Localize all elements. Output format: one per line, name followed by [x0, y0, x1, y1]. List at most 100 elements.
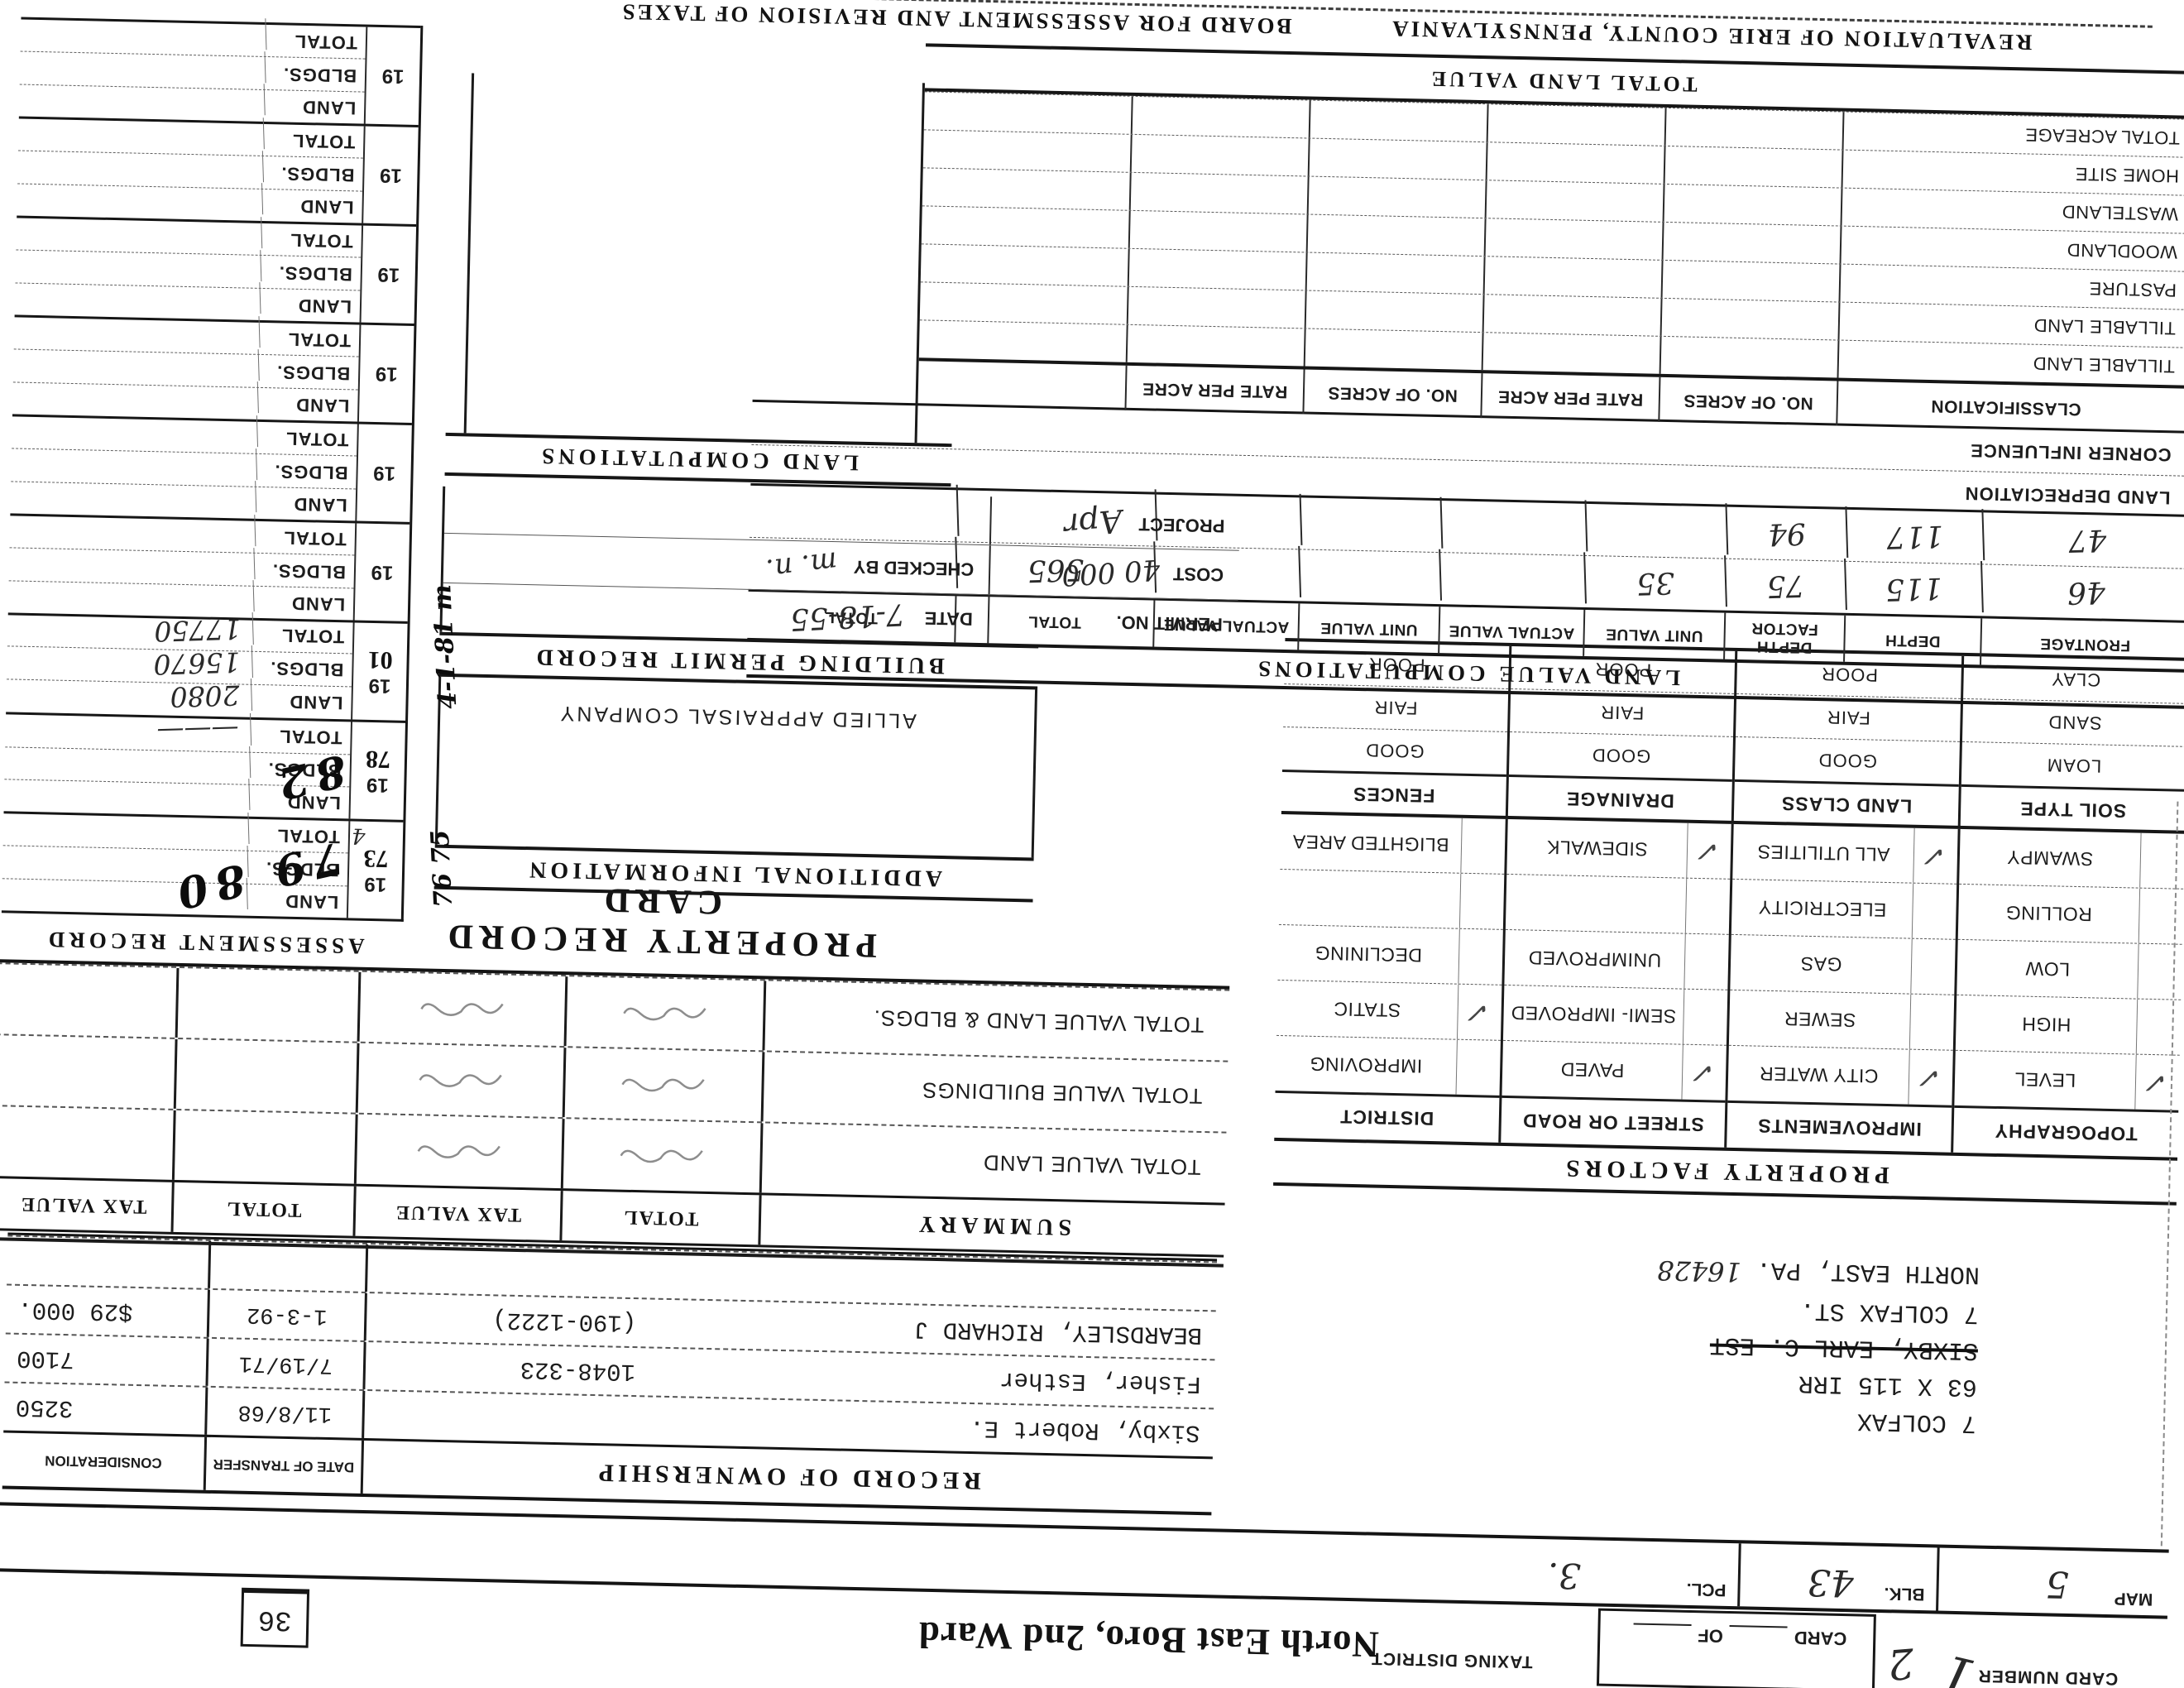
map-value: 5: [2045, 1562, 2070, 1605]
assessment-year-block: 19 73 4 LAND BLDGS. TOTAL 79 80 76 75: [1, 811, 458, 920]
permit-no-label: PERMIT NO.: [1116, 612, 1224, 635]
classification-empty-cell: [1663, 222, 1842, 264]
summary-total-cell: [566, 976, 767, 1051]
factor-label: STATIC: [1333, 998, 1401, 1022]
year-suffix: 78: [365, 746, 391, 774]
summary-taxvalue2-cell: [0, 1106, 176, 1180]
soil-col-header: LAND CLASS: [1734, 779, 1960, 828]
assessment-value: [14, 281, 261, 322]
factor-row: BLIGHTED AREA: [1280, 814, 1506, 874]
assessment-row-label: BLDGS.: [271, 559, 347, 583]
summary-taxvalue-cell: [359, 971, 568, 1047]
factor-group-topography: TOPOGRAPHY ✓ LEVEL HIGH LOW ROLLING SWAM…: [1953, 829, 2184, 1158]
assessment-year-cell: 19 73 4: [346, 821, 404, 919]
classification-empty-cell: [1310, 100, 1489, 142]
pencil-check: [2138, 888, 2184, 944]
assessment-row-label: BLDGS.: [278, 261, 353, 285]
assessment-rows: LAND 2080 BLDGS. 15670 TOTAL 17750: [6, 612, 352, 720]
lvc-handwritten-value: 75: [1726, 559, 1847, 614]
year-prefix: 19: [375, 362, 398, 386]
pencil-check: ✓: [1456, 984, 1502, 1040]
classification-col-header: RATE PER ACRE: [1482, 373, 1661, 422]
assessment-rows: LAND BLDGS. TOTAL: [14, 217, 362, 323]
lvc-handwritten-value: 94: [1727, 506, 1849, 562]
lvc-col-header: DEPTH: [1845, 615, 1983, 665]
summary-row: TOTAL VALUE LAND: [0, 1105, 1227, 1203]
classification-empty-cell: [1307, 214, 1487, 257]
factor-row: UNIMPROVED: [1504, 928, 1730, 990]
classification-col-header: RATE PER ACRE: [1126, 365, 1305, 415]
factor-row: SEMI- IMPROVED: [1502, 984, 1728, 1045]
soil-col-header: DRAINAGE: [1507, 774, 1733, 823]
classification-empty-cell: [1128, 286, 1307, 328]
factor-label: LOW: [2024, 958, 2071, 981]
summary-taxvalue2-cell: [0, 1035, 178, 1109]
lvc-handwritten-value: [1441, 500, 1588, 556]
factor-group-improvements: IMPROVEMENTS ✓ CITY WATER SEWER GAS ELEC…: [1727, 823, 1961, 1153]
transfer-date: [210, 1240, 369, 1292]
assessment-value: [10, 480, 257, 520]
factor-label: SWAMPY: [2006, 846, 2094, 870]
permit-cost-value: 40 000: [1060, 553, 1161, 592]
appraisal-company: ALLIED APPRAISAL COMPANY: [558, 701, 917, 733]
factor-row: ROLLING: [1957, 883, 2184, 944]
assessment-rows: LAND BLDGS. TOTAL: [10, 415, 357, 521]
assessment-year-cell: 19: [357, 324, 414, 423]
assessment-row-label: BLDGS.: [275, 361, 351, 384]
assessment-row-label: TOTAL: [290, 229, 353, 252]
classification-rows: TILLABLE LAND TILLABLE LAND PASTURE WOOD…: [918, 91, 2184, 386]
soil-cell: LOAM: [1961, 741, 2184, 789]
soil-cell: GOOD: [1735, 736, 1961, 784]
pencil-scribble: [621, 1078, 706, 1092]
classification-row-label: TILLABLE LAND: [2033, 315, 2177, 339]
lvc-col-header: UNIT VALUE: [1584, 609, 1727, 659]
corner-influence-label: CORNER INFLUENCE: [1970, 440, 2172, 466]
card-of-blank-2: [1633, 1623, 1692, 1627]
classification-empty-cell: [919, 282, 1129, 324]
classification-empty-cell: [1127, 324, 1306, 367]
summary-total2-col: TOTAL: [173, 1182, 357, 1236]
classification-empty-cell: [1487, 104, 1667, 146]
card-of-card-label: CARD: [1794, 1627, 1847, 1650]
factor-row: GAS: [1730, 933, 1956, 995]
checked-by-value: m. n.: [764, 544, 839, 587]
pencil-scribble: [419, 1074, 503, 1087]
factor-label: UNIMPROVED: [1528, 947, 1662, 972]
summary-row-label: TOTAL VALUE BUILDINGS: [921, 1078, 1203, 1110]
classification-empty-cell: [1305, 328, 1484, 371]
summary-title: SUMMARY: [913, 1211, 1072, 1240]
transfer-date: 11/8/68: [207, 1387, 366, 1438]
pencil-check: ✓: [2134, 1054, 2180, 1110]
pencil-scribble: [418, 1145, 501, 1158]
factor-group-header: DISTRICT: [1274, 1090, 1500, 1143]
map-cell: MAP 5: [1936, 1547, 2169, 1616]
lvc-handwritten-value: 47: [2067, 522, 2107, 559]
project-label: PROJECT: [1138, 514, 1225, 537]
assessment-year-cell: 19: [359, 225, 417, 324]
pencil-check: [1458, 873, 1505, 929]
map-label: MAP: [2114, 1589, 2153, 1609]
pencil-check: ✓: [1686, 822, 1732, 879]
factor-group-header: IMPROVEMENTS: [1727, 1100, 1952, 1153]
blk-label: BLK.: [1884, 1584, 1925, 1604]
consideration-header: CONSIDERATION: [2, 1432, 208, 1490]
assessment-year-cell: 19: [362, 126, 419, 225]
pencil-check: [1910, 938, 1956, 995]
classification-empty-cell: [921, 206, 1131, 248]
project-value: Apr: [1062, 502, 1124, 544]
lvc-col-header: DEPTH FACTOR: [1725, 612, 1846, 662]
deed-book-page: (190-1222): [491, 1306, 637, 1337]
factor-row: LOW: [1956, 938, 2182, 1000]
year-prefix: 19: [364, 873, 387, 896]
classification-empty-cell: [1486, 180, 1665, 222]
year-prefix: 19: [379, 164, 403, 188]
assessment-value: [18, 83, 266, 123]
factor-label: [1280, 897, 1460, 901]
property-factors-title-text: PROPERTY FACTORS: [1560, 1154, 1890, 1189]
pencil-check: ✓: [1913, 827, 1958, 884]
permit-cost-label: COST: [1172, 563, 1224, 586]
assessment-year-block: 19 LAND BLDGS. TOTAL: [12, 314, 414, 423]
classification-empty-cell: [1484, 257, 1664, 298]
summary-rows: TOTAL VALUE LAND TOTAL VALUE BUILDINGS T…: [0, 962, 1230, 1203]
